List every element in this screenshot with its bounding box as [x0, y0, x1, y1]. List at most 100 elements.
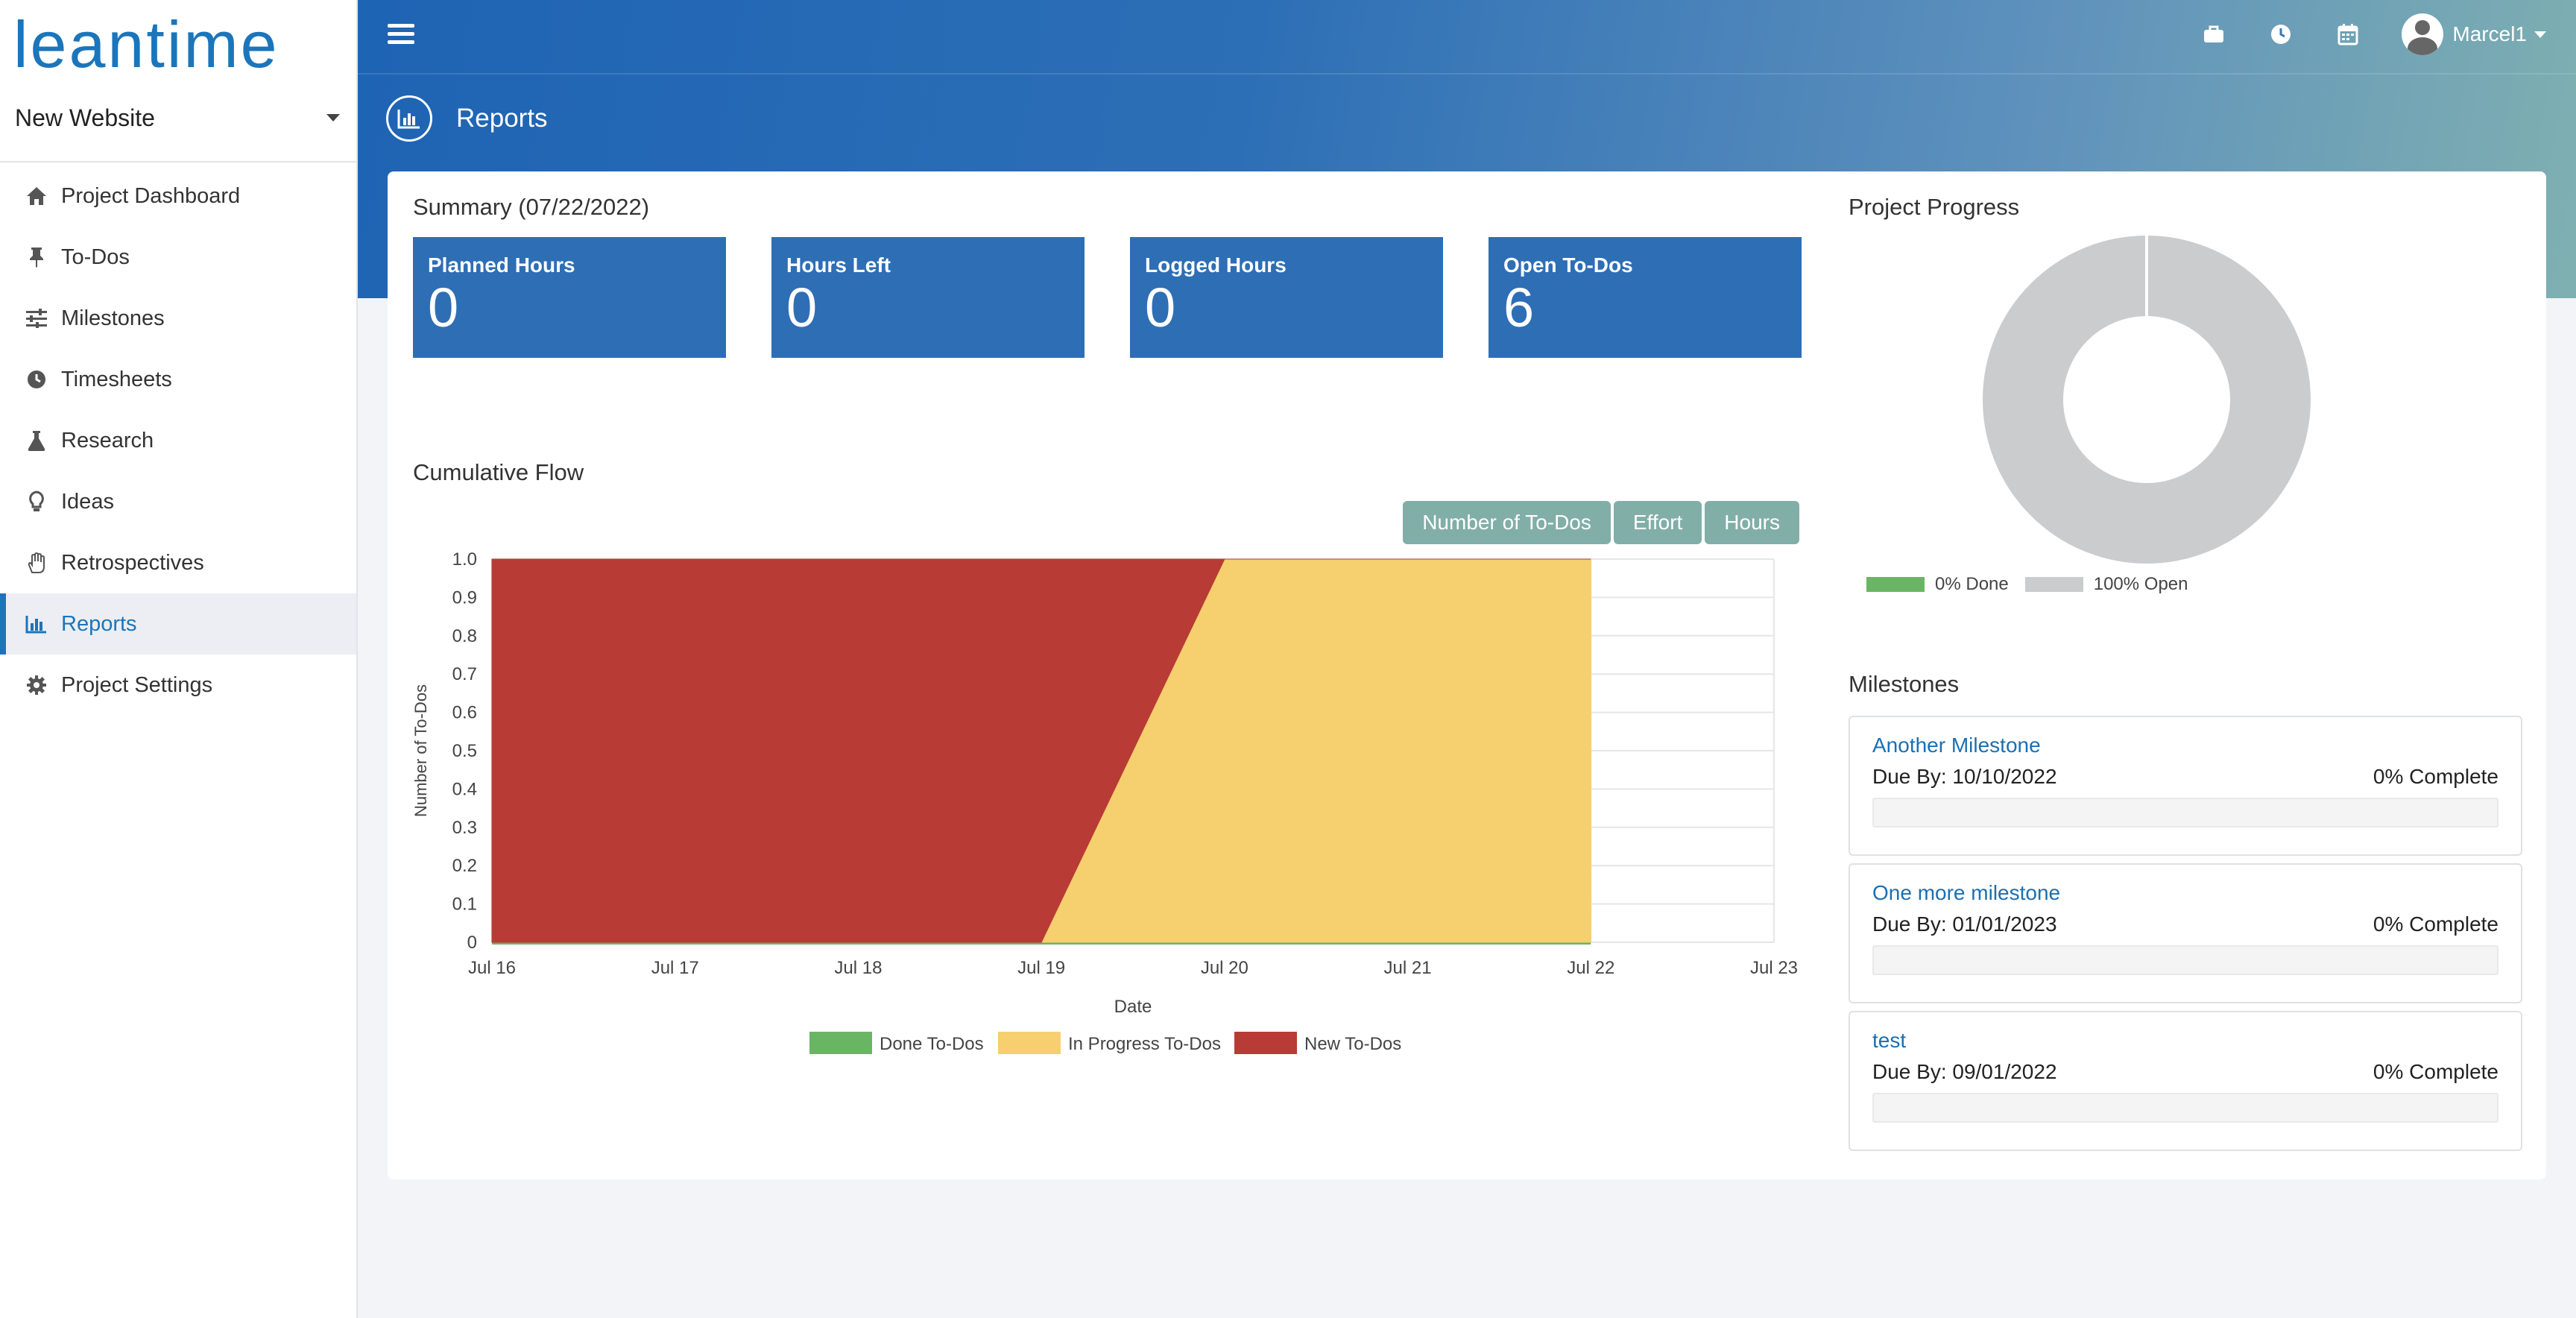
caret-down-icon: [326, 114, 340, 122]
milestone-complete: 0% Complete: [2373, 1060, 2498, 1083]
legend-swatch: [1234, 1032, 1297, 1054]
milestone-progress-bar: [1872, 945, 2498, 975]
sidebar-item-project-settings[interactable]: Project Settings: [0, 655, 356, 716]
sidebar-item-ideas[interactable]: Ideas: [0, 471, 356, 532]
milestone-card: One more milestone Due By: 01/01/2023 0%…: [1849, 863, 2522, 1003]
calendar-icon[interactable]: [2332, 18, 2364, 51]
milestone-meta: Due By: 09/01/2022 0% Complete: [1872, 1060, 2498, 1084]
bar-chart-icon: [24, 611, 49, 637]
briefcase-icon[interactable]: [2197, 18, 2230, 51]
clock-icon[interactable]: [2264, 18, 2297, 51]
sidebar-item-milestones[interactable]: Milestones: [0, 288, 356, 349]
legend-label: Done To-Dos: [880, 1034, 984, 1054]
summary-title: Summary (07/22/2022): [413, 194, 650, 220]
number-of-todos-button[interactable]: Number of To-Dos: [1403, 501, 1611, 544]
user-name: Marcel1: [2452, 22, 2527, 45]
sidebar-item-timesheets[interactable]: Timesheets: [0, 349, 356, 410]
top-bar: [358, 0, 2576, 75]
x-tick-label: Jul 19: [1017, 958, 1065, 978]
sidebar-item-label: Research: [61, 428, 154, 453]
milestone-progress-bar: [1872, 1093, 2498, 1123]
milestone-progress-bar: [1872, 798, 2498, 827]
lightbulb-icon: [24, 489, 49, 514]
stat-label: Hours Left: [786, 253, 891, 277]
effort-button[interactable]: Effort: [1613, 501, 1702, 544]
sidebar-item-reports[interactable]: Reports: [0, 593, 356, 655]
gear-icon: [24, 672, 49, 698]
sidebar-item-label: To-Dos: [61, 245, 130, 269]
legend-label: New To-Dos: [1304, 1034, 1401, 1054]
cumulative-flow-title: Cumulative Flow: [413, 459, 584, 485]
sidebar-item-label: Retrospectives: [61, 550, 204, 575]
avatar: [2402, 13, 2444, 55]
project-progress-title: Project Progress: [1849, 194, 2020, 220]
legend-swatch: [809, 1032, 872, 1054]
sidebar-item-todos[interactable]: To-Dos: [0, 227, 356, 288]
progress-legend: 0% Done 100% Open: [1866, 574, 2188, 595]
sidebar-item-label: Reports: [61, 611, 137, 636]
x-tick-label: Jul 21: [1384, 958, 1432, 978]
legend-swatch-done: [1866, 577, 1925, 592]
y-tick-label: 0.2: [452, 856, 477, 876]
sidebar-item-label: Milestones: [61, 306, 165, 330]
x-tick-label: Jul 20: [1201, 958, 1248, 978]
milestone-due: Due By: 09/01/2022: [1872, 1060, 2057, 1083]
stat-label: Logged Hours: [1145, 253, 1287, 277]
sidebar-item-label: Timesheets: [61, 367, 172, 391]
legend-open-label: 100% Open: [2093, 574, 2188, 594]
page-header: Reports: [386, 95, 548, 142]
y-tick-label: 1.0: [452, 549, 477, 570]
sidebar-item-label: Project Dashboard: [61, 183, 241, 208]
milestones-title: Milestones: [1849, 671, 1960, 697]
milestone-title-link[interactable]: One more milestone: [1872, 881, 2061, 904]
milestone-title-link[interactable]: test: [1872, 1029, 1907, 1052]
milestone-due: Due By: 01/01/2023: [1872, 912, 2057, 936]
y-tick-label: 0.6: [452, 703, 477, 723]
milestone-meta: Due By: 10/10/2022 0% Complete: [1872, 765, 2498, 789]
reports-card: Summary (07/22/2022) Planned Hours 0 Hou…: [388, 171, 2546, 1179]
user-menu[interactable]: Marcel1: [2402, 13, 2546, 55]
hand-icon: [24, 550, 49, 576]
leantime-logo[interactable]: leantime: [0, 0, 356, 76]
milestone-title-link[interactable]: Another Milestone: [1872, 734, 2041, 757]
x-tick-label: Jul 17: [651, 958, 699, 978]
milestone-due: Due By: 10/10/2022: [1872, 765, 2057, 788]
legend-swatch: [998, 1032, 1061, 1054]
milestone-card: Another Milestone Due By: 10/10/2022 0% …: [1849, 716, 2522, 856]
project-selector[interactable]: New Website: [0, 75, 356, 163]
series-area-new-to-dos: [491, 558, 1591, 943]
menu-toggle-icon[interactable]: [388, 22, 414, 50]
sidebar-item-retrospectives[interactable]: Retrospectives: [0, 532, 356, 593]
flask-icon: [24, 428, 49, 453]
stat-value: 6: [1503, 277, 1535, 338]
sidebar-item-research[interactable]: Research: [0, 410, 356, 471]
milestone-complete: 0% Complete: [2373, 912, 2498, 936]
y-tick-label: 0.3: [452, 818, 477, 838]
legend-label: In Progress To-Dos: [1068, 1034, 1221, 1054]
stat-open-todos: Open To-Dos 6: [1489, 237, 1802, 358]
milestone-complete: 0% Complete: [2373, 765, 2498, 788]
x-axis-label: Date: [1114, 997, 1152, 1017]
logo-text: leantime: [13, 9, 280, 76]
y-tick-label: 0.7: [452, 664, 477, 684]
clock-icon: [24, 367, 49, 392]
y-tick-label: 0.1: [452, 895, 477, 915]
project-menu: Project Dashboard To-Dos Milestones Time…: [0, 165, 356, 716]
stat-logged-hours: Logged Hours 0: [1130, 237, 1443, 358]
y-tick-label: 0: [467, 933, 477, 953]
x-tick-label: Jul 22: [1567, 958, 1614, 978]
page-title: Reports: [456, 104, 548, 133]
caret-down-icon: [2534, 31, 2546, 38]
hours-button[interactable]: Hours: [1705, 501, 1799, 544]
stat-label: Planned Hours: [428, 253, 575, 277]
home-icon: [24, 183, 49, 209]
sidebar-item-project-dashboard[interactable]: Project Dashboard: [0, 165, 356, 227]
stat-label: Open To-Dos: [1503, 253, 1633, 277]
sliders-icon: [24, 306, 49, 331]
sidebar: leantime New Website Project Dashboard T…: [0, 0, 358, 1318]
milestone-meta: Due By: 01/01/2023 0% Complete: [1872, 912, 2498, 936]
x-tick-label: Jul 23: [1750, 958, 1798, 978]
y-axis-label: Number of To-Dos: [411, 684, 430, 817]
y-tick-label: 0.4: [452, 779, 477, 799]
project-name: New Website: [15, 104, 155, 131]
